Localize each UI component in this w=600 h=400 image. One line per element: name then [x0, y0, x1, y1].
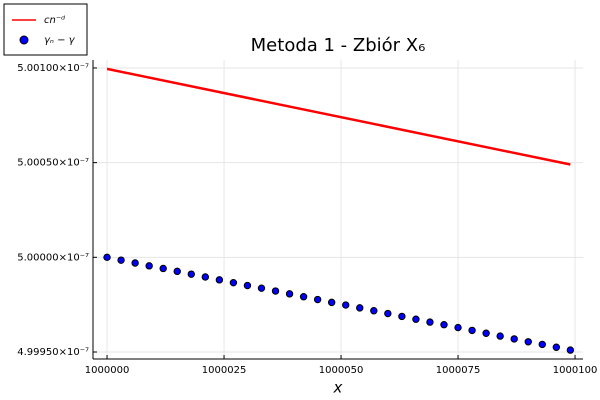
y-tick-label: 5.00050×10⁻⁷: [17, 158, 89, 169]
legend-label: cn⁻ᵈ: [44, 15, 65, 26]
legend-label: γₙ − γ: [44, 35, 76, 46]
scatter-point: [342, 301, 350, 309]
scatter-point: [426, 318, 434, 326]
scatter-point: [538, 340, 546, 349]
x-tick-label: 1000100: [553, 365, 598, 376]
line-series: [106, 67, 571, 166]
x-tick-label: 1000050: [319, 365, 364, 376]
scatter-point: [356, 304, 364, 312]
legend-box: [3, 3, 88, 56]
scatter-point: [145, 262, 153, 270]
scatter-point: [468, 326, 476, 335]
scatter-point: [131, 259, 139, 267]
scatter-point: [398, 312, 406, 321]
scatter-point: [482, 329, 490, 337]
y-tick-label: 5.00000×10⁻⁷: [17, 252, 89, 263]
scatter-point: [117, 256, 125, 264]
y-tick-label: 4.99950×10⁻⁷: [17, 347, 89, 358]
scatter-point: [201, 273, 210, 281]
scatter-point: [313, 295, 322, 304]
scatter-point: [215, 276, 224, 284]
scatter-point: [370, 307, 378, 315]
scatter-point: [412, 315, 420, 323]
scatter-point: [566, 346, 575, 354]
scatter-point: [552, 343, 561, 351]
scatter-point: [243, 281, 252, 290]
scatter-point: [454, 323, 462, 332]
scatter-point: [327, 298, 336, 307]
legend-swatch: [19, 35, 29, 45]
scatter-point: [524, 338, 532, 346]
scatter-point: [496, 332, 504, 340]
x-tick-label: 1000075: [436, 365, 481, 376]
scatter-point: [271, 287, 280, 295]
scatter-point: [229, 278, 238, 287]
x-axis-label: x: [333, 379, 343, 397]
scatter-point: [257, 284, 266, 292]
scatter-point: [384, 309, 392, 318]
scatter-point: [510, 335, 518, 343]
chart-title: Metoda 1 - Zbiór X₆: [251, 35, 426, 56]
scatter-point: [299, 293, 308, 301]
scatter-point: [440, 321, 448, 329]
scatter-point: [187, 270, 195, 278]
scatter-point: [103, 253, 111, 262]
x-tick-label: 1000000: [85, 365, 130, 376]
x-tick-label: 1000025: [202, 365, 247, 376]
y-tick-label: 5.00100×10⁻⁷: [17, 63, 89, 74]
scatter-point: [173, 267, 181, 276]
scatter-point: [285, 290, 294, 298]
scatter-point: [159, 264, 167, 273]
